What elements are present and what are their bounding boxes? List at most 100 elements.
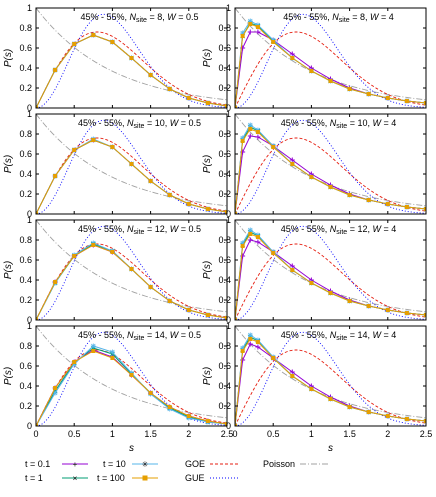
- x-tick-label: 1.5: [343, 429, 356, 439]
- panel-title-part: N: [330, 224, 337, 234]
- panel-5: 0 0.2 0.4 0.6 0.8 1 P(s) 45% - 55%, Nsite = 12,…: [3, 215, 228, 325]
- data-point-t100: [424, 207, 426, 211]
- data-point-t100: [328, 79, 333, 83]
- goe-curve: [235, 137, 426, 214]
- panel-title-part: W: [170, 224, 180, 234]
- data-point-t100: [240, 34, 245, 38]
- legend-label-t100: t = 100: [97, 473, 125, 483]
- data-point-t100: [91, 33, 96, 37]
- poisson-curve: [235, 220, 426, 313]
- y-tick-label: 0: [226, 209, 231, 219]
- plot-frame: [35, 219, 228, 321]
- data-point-t100: [53, 280, 58, 284]
- gue-curve: [36, 331, 227, 426]
- data-point-t100: [255, 130, 260, 134]
- panel-curves: [36, 114, 227, 214]
- panel-curves: [36, 326, 227, 426]
- data-point-t01: [247, 341, 253, 347]
- y-tick-label: 0.4: [19, 63, 32, 73]
- data-point-t01: [255, 29, 261, 35]
- data-point-t100: [271, 356, 276, 360]
- y-tick-label: 1: [226, 321, 231, 331]
- series-line-t1: [36, 243, 227, 320]
- data-point-t100: [290, 268, 295, 272]
- data-point-t100: [148, 73, 153, 77]
- y-axis-label: P(s): [202, 155, 213, 173]
- panel-title-part: N: [330, 330, 337, 340]
- data-point-t100: [240, 244, 245, 248]
- panel-title-part: W: [370, 12, 380, 22]
- panel-6: 0 0.2 0.4 0.6 0.8 1 P(s) 45% - 55%, Nsite = 12,…: [202, 215, 427, 325]
- data-point-t100: [255, 235, 260, 239]
- data-point-t100: [235, 424, 237, 426]
- panel-title: 45% - 55%, Nsite = 8, W = 0.5: [81, 12, 199, 24]
- poisson-curve: [235, 326, 426, 419]
- data-point-t100: [309, 69, 314, 73]
- panel-title-part: W: [167, 12, 177, 22]
- data-point-t100: [404, 311, 409, 315]
- plot-frame: [35, 7, 228, 109]
- gue-curve: [36, 225, 227, 320]
- panel-title-part: site: [339, 17, 350, 24]
- data-point-t10: [247, 122, 253, 128]
- series-line-t100: [235, 128, 426, 214]
- data-point-t100: [36, 424, 38, 426]
- data-point-t100: [328, 397, 333, 401]
- poisson-curve: [36, 114, 227, 207]
- panel-title-part: W: [372, 330, 382, 340]
- series-line-t100: [235, 233, 426, 320]
- data-point-t100: [129, 373, 134, 377]
- panel-curves: [235, 220, 426, 320]
- panel-title-part: = 14,: [347, 330, 372, 340]
- data-point-t100: [385, 414, 390, 418]
- panel-title-part: = 8,: [147, 12, 167, 22]
- y-tick-label: 0.2: [218, 189, 231, 199]
- goe-curve: [235, 349, 426, 426]
- data-point-t100: [347, 299, 352, 303]
- y-tick-label: 0.4: [19, 381, 32, 391]
- data-point-t100: [148, 285, 153, 289]
- data-point-t01: [255, 134, 261, 140]
- data-point-t01: [255, 344, 261, 350]
- legend-label-poisson: Poisson: [263, 459, 295, 469]
- panel-title: 45% - 55%, Nsite = 10, W = 0.5: [78, 118, 201, 130]
- data-point-t100: [366, 92, 371, 96]
- series-line-t1: [235, 22, 426, 108]
- data-point-t100: [186, 202, 191, 206]
- data-point-t100: [110, 40, 115, 44]
- panel-title: 45% - 55%, Nsite = 14, W = 4: [281, 330, 396, 342]
- goe-curve: [36, 243, 227, 320]
- panel-title-part: = 0.5: [176, 12, 199, 22]
- series-line-t100: [36, 34, 227, 108]
- panel-title-part: N: [127, 224, 134, 234]
- y-tick-label: 1: [27, 321, 32, 331]
- data-point-t100: [385, 96, 390, 100]
- panel-title-part: = 0.5: [178, 118, 201, 128]
- x-tick-label: 1: [309, 429, 314, 439]
- goe-curve: [235, 243, 426, 320]
- data-point-t100: [255, 340, 260, 344]
- poisson-curve: [36, 220, 227, 313]
- panel-title-part: 45% - 55%,: [281, 224, 330, 234]
- y-tick-label: 0.6: [19, 255, 32, 265]
- data-point-t100: [404, 205, 409, 209]
- data-point-t100: [167, 87, 172, 91]
- legend: t = 0.1 + t = 1 × t = 10 ✳ t = 100 GOE G…: [25, 459, 330, 483]
- data-point-t100: [347, 87, 352, 91]
- data-point-t100: [328, 185, 333, 189]
- data-point-t100: [235, 212, 237, 214]
- y-tick-label: 0.6: [19, 149, 32, 159]
- data-point-t100: [347, 405, 352, 409]
- series-line-t1: [36, 34, 227, 108]
- y-tick-label: 0: [226, 421, 231, 431]
- y-axis-label: P(s): [202, 49, 213, 67]
- data-point-t10: [247, 332, 253, 338]
- data-point-t100: [385, 202, 390, 206]
- panel-title-part: = 12,: [144, 224, 169, 234]
- data-point-t100: [205, 101, 210, 105]
- data-point-t100: [148, 179, 153, 183]
- panel-title-part: N: [330, 118, 337, 128]
- data-point-t01: [255, 239, 261, 245]
- y-tick-label: 0.2: [19, 189, 32, 199]
- legend-marker-t10: ✳: [142, 460, 149, 469]
